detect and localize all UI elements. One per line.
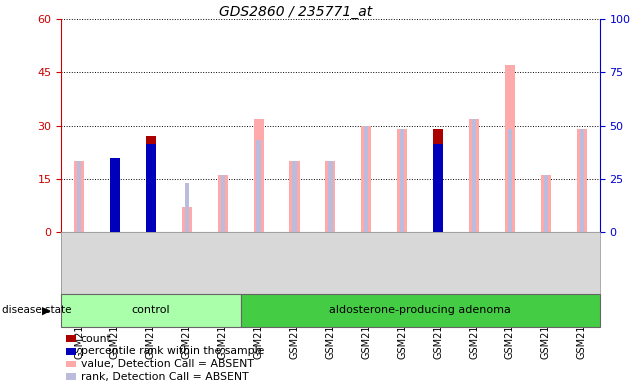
Bar — [364, 126, 369, 232]
Bar — [256, 140, 261, 232]
Bar — [362, 126, 371, 232]
Bar — [398, 129, 407, 232]
Bar — [254, 119, 263, 232]
Bar — [580, 129, 584, 232]
Bar — [400, 129, 404, 232]
Text: ▶: ▶ — [42, 305, 50, 315]
Bar — [241, 294, 600, 327]
Bar — [433, 129, 443, 232]
Text: count: count — [81, 334, 112, 344]
Bar — [472, 119, 476, 232]
Bar — [218, 175, 227, 232]
Text: value, Detection Call = ABSENT: value, Detection Call = ABSENT — [81, 359, 253, 369]
Bar — [110, 161, 120, 232]
Bar — [110, 161, 120, 232]
Bar — [77, 161, 81, 232]
Bar — [505, 65, 515, 232]
Bar — [326, 161, 335, 232]
Bar — [220, 175, 225, 232]
Bar — [433, 144, 443, 232]
Bar — [328, 161, 333, 232]
Bar — [185, 183, 189, 232]
Text: control: control — [132, 305, 170, 316]
Text: aldosterone-producing adenoma: aldosterone-producing adenoma — [329, 305, 511, 316]
Bar — [74, 161, 84, 232]
Bar — [182, 207, 192, 232]
Bar — [290, 161, 299, 232]
Bar — [508, 129, 512, 232]
Text: GDS2860 / 235771_at: GDS2860 / 235771_at — [219, 5, 373, 18]
Bar — [110, 158, 120, 232]
Text: percentile rank within the sample: percentile rank within the sample — [81, 346, 264, 356]
Bar — [436, 129, 440, 232]
Bar — [146, 136, 156, 232]
Bar — [577, 129, 587, 232]
Bar — [113, 161, 117, 232]
Bar — [544, 175, 548, 232]
Bar — [469, 119, 479, 232]
Bar — [292, 161, 297, 232]
Bar — [541, 175, 551, 232]
Bar — [146, 144, 156, 232]
Text: rank, Detection Call = ABSENT: rank, Detection Call = ABSENT — [81, 372, 248, 382]
Bar — [61, 294, 241, 327]
Text: disease state: disease state — [2, 305, 71, 315]
